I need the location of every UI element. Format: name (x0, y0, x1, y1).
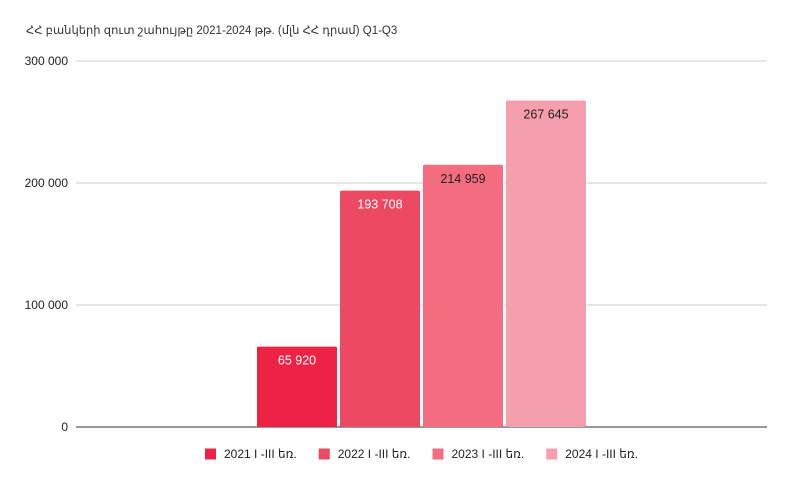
y-tick-label: 200 000 (25, 176, 69, 190)
y-tick-label: 0 (61, 420, 68, 434)
chart-title: ՀՀ բանկերի զուտ շահույթը 2021-2024 թթ. (… (26, 25, 398, 37)
legend-swatch (318, 448, 330, 460)
legend-item: 2022 I -III եռ. (318, 447, 411, 461)
legend-swatch (546, 448, 558, 460)
gridlines: 0 100 000 200 000 300 000 (25, 54, 767, 434)
legend-item: 2023 I -III եռ. (432, 447, 525, 461)
y-tick-label: 300 000 (25, 54, 69, 68)
bar-data-label: 193 708 (357, 198, 402, 212)
bar (340, 190, 420, 427)
legend-label: 2022 I -III եռ. (338, 447, 411, 461)
bar-data-label: 65 920 (278, 354, 316, 368)
bars: 65 920 193 708 214 959 267 645 (257, 100, 586, 428)
y-tick-label: 100 000 (25, 298, 69, 312)
legend-swatch (432, 448, 444, 460)
legend-item: 2024 I -III եռ. (546, 447, 638, 461)
bar (257, 346, 337, 427)
legend-swatch (205, 448, 216, 460)
bar (506, 100, 586, 428)
legend-item: 2021 I -III եռ. (205, 447, 297, 461)
legend-label: 2021 I -III եռ. (224, 447, 297, 461)
bar-data-label: 214 959 (440, 172, 485, 186)
bar-data-label: 267 645 (523, 107, 568, 121)
legend: 2021 I -III եռ. 2022 I -III եռ. 2023 I -II… (205, 447, 638, 461)
legend-label: 2024 I -III եռ. (565, 447, 638, 461)
bar (423, 164, 503, 428)
legend-label: 2023 I -III եռ. (452, 447, 525, 461)
